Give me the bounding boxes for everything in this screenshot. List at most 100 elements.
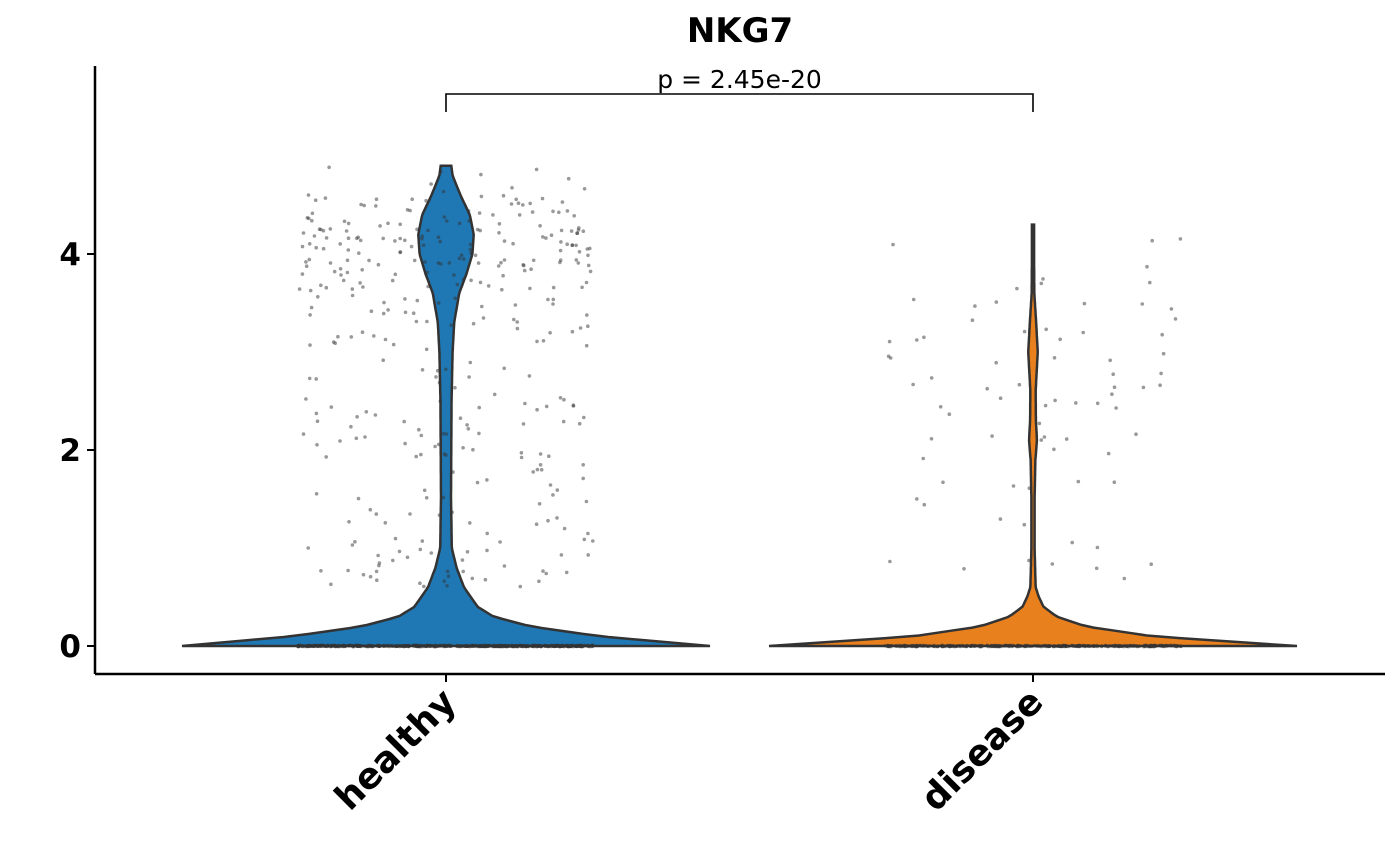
data-point bbox=[390, 278, 395, 283]
data-point bbox=[571, 403, 576, 408]
data-point bbox=[557, 210, 561, 215]
data-point bbox=[566, 176, 571, 181]
data-point bbox=[418, 547, 423, 552]
data-point bbox=[582, 415, 586, 420]
data-point bbox=[1039, 281, 1044, 286]
data-point bbox=[455, 643, 460, 648]
data-point bbox=[575, 644, 579, 648]
data-point bbox=[403, 441, 407, 446]
data-point bbox=[308, 343, 312, 347]
data-point bbox=[374, 512, 379, 516]
data-point bbox=[973, 304, 977, 308]
data-point bbox=[523, 401, 527, 406]
data-point bbox=[469, 278, 473, 283]
data-point bbox=[551, 285, 556, 290]
data-point bbox=[519, 451, 524, 455]
data-point bbox=[312, 234, 317, 238]
data-point bbox=[534, 167, 539, 172]
data-point bbox=[492, 644, 496, 649]
data-point bbox=[521, 203, 525, 207]
chart-title: NKG7 bbox=[687, 11, 793, 51]
data-point bbox=[562, 397, 566, 402]
data-point bbox=[586, 253, 590, 258]
data-point bbox=[535, 407, 539, 412]
data-point bbox=[397, 643, 401, 648]
data-point bbox=[473, 253, 478, 258]
data-point bbox=[1148, 280, 1152, 285]
data-point bbox=[328, 261, 333, 265]
x-tick-label: disease bbox=[913, 681, 1051, 819]
data-point bbox=[519, 455, 524, 460]
data-point bbox=[578, 326, 583, 330]
data-point bbox=[314, 492, 319, 496]
data-point bbox=[544, 236, 548, 240]
data-point bbox=[468, 247, 473, 252]
data-point bbox=[410, 197, 415, 201]
data-point bbox=[586, 324, 590, 329]
data-point bbox=[530, 644, 535, 648]
data-point bbox=[562, 526, 567, 531]
data-point bbox=[921, 456, 925, 461]
data-point bbox=[518, 584, 523, 589]
data-point bbox=[544, 404, 549, 409]
data-point bbox=[491, 213, 495, 217]
data-point bbox=[442, 579, 447, 583]
data-point bbox=[1042, 643, 1047, 648]
data-point bbox=[581, 476, 585, 481]
data-point bbox=[417, 644, 421, 649]
data-point bbox=[391, 342, 396, 347]
data-point bbox=[582, 537, 587, 542]
data-point bbox=[585, 313, 589, 317]
data-point bbox=[478, 228, 483, 233]
data-point bbox=[1076, 479, 1081, 484]
data-point bbox=[467, 375, 471, 379]
data-point bbox=[329, 405, 334, 409]
data-point bbox=[1027, 644, 1032, 648]
data-point bbox=[445, 219, 449, 223]
data-point bbox=[1113, 644, 1117, 648]
data-point bbox=[403, 297, 407, 301]
data-point bbox=[994, 360, 998, 365]
data-point bbox=[1017, 382, 1022, 387]
data-point bbox=[551, 493, 555, 497]
data-point bbox=[391, 644, 395, 648]
data-point bbox=[549, 233, 554, 237]
data-point bbox=[512, 317, 516, 322]
data-point bbox=[541, 569, 545, 573]
data-point bbox=[355, 415, 359, 419]
data-point bbox=[1011, 484, 1016, 488]
data-point bbox=[315, 419, 320, 424]
data-point bbox=[565, 209, 570, 213]
data-point bbox=[382, 644, 386, 648]
data-point bbox=[521, 644, 525, 648]
data-point bbox=[577, 250, 582, 254]
data-point bbox=[428, 644, 433, 649]
data-point bbox=[1022, 522, 1027, 527]
data-point bbox=[314, 377, 319, 381]
data-point bbox=[539, 468, 544, 472]
data-point bbox=[460, 644, 464, 648]
data-point bbox=[441, 643, 445, 648]
data-point bbox=[560, 200, 565, 204]
data-point bbox=[360, 330, 365, 335]
data-point bbox=[465, 644, 470, 648]
data-point bbox=[530, 210, 535, 214]
data-point bbox=[441, 431, 446, 436]
data-point bbox=[581, 463, 585, 467]
data-point bbox=[448, 644, 453, 648]
data-point bbox=[1037, 421, 1042, 426]
data-point bbox=[338, 267, 343, 271]
data-point bbox=[985, 386, 989, 391]
data-point bbox=[368, 574, 373, 579]
data-point bbox=[419, 452, 423, 457]
data-point bbox=[307, 376, 312, 381]
data-point bbox=[349, 335, 354, 339]
data-point bbox=[885, 644, 890, 648]
data-point bbox=[1027, 558, 1031, 563]
data-point bbox=[393, 536, 398, 541]
data-point bbox=[886, 354, 891, 359]
data-point bbox=[403, 310, 408, 315]
data-point bbox=[551, 297, 556, 302]
data-point bbox=[367, 258, 371, 263]
data-point bbox=[1070, 643, 1074, 648]
